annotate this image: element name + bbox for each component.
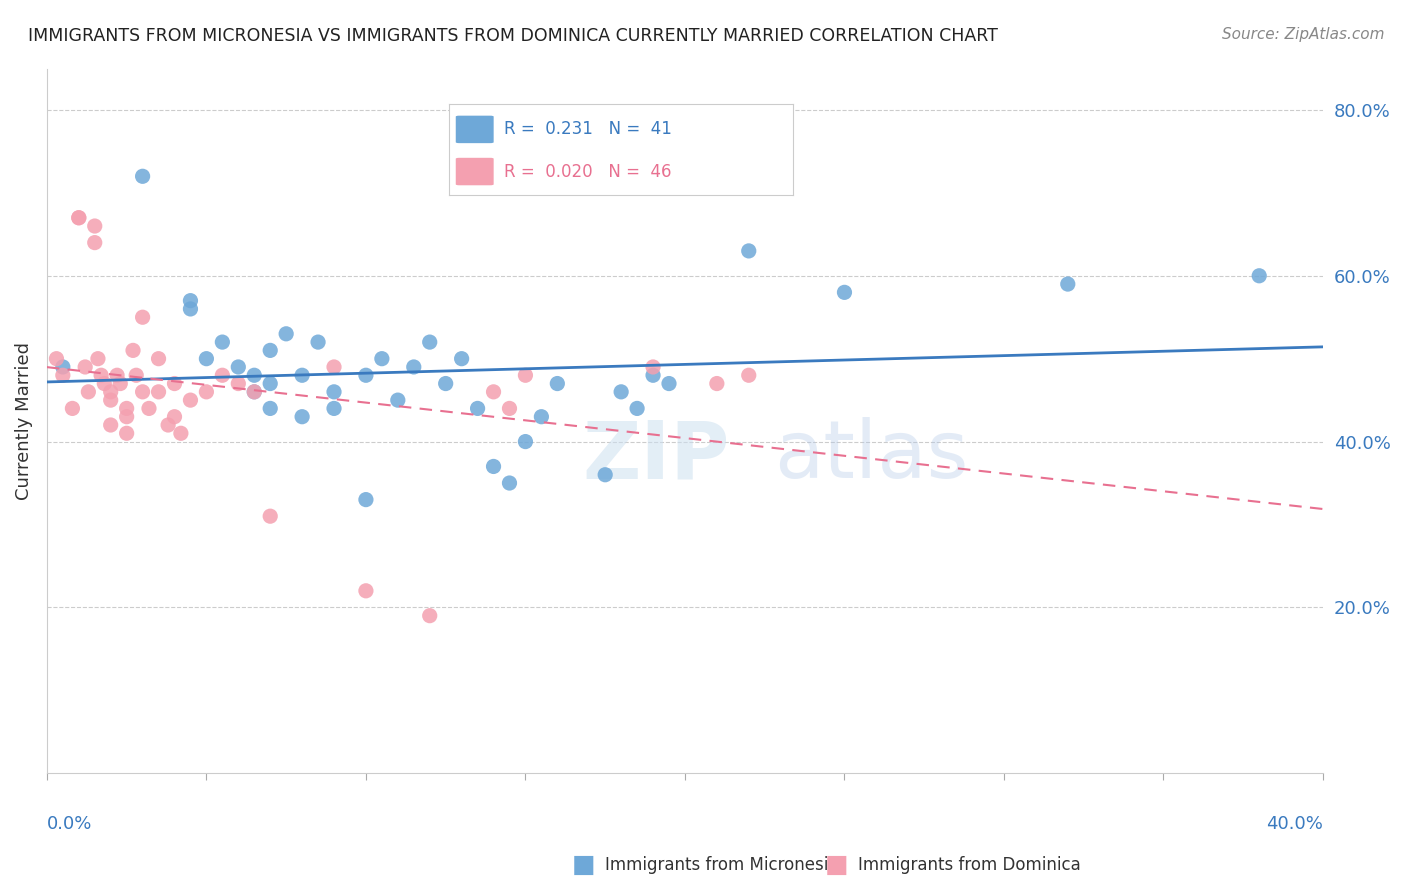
Point <box>115 426 138 441</box>
Point <box>1249 268 1271 283</box>
Point <box>195 351 218 366</box>
Text: 0.0%: 0.0% <box>46 815 93 833</box>
Point <box>450 351 472 366</box>
Text: ■: ■ <box>572 854 595 877</box>
Point <box>195 384 218 399</box>
Text: Immigrants from Dominica: Immigrants from Dominica <box>858 856 1080 874</box>
Point <box>467 401 489 416</box>
Point <box>259 343 281 358</box>
Point <box>706 376 728 391</box>
Text: Source: ZipAtlas.com: Source: ZipAtlas.com <box>1222 27 1385 42</box>
Point <box>52 359 75 374</box>
Point <box>157 417 180 432</box>
Point <box>658 376 681 391</box>
Point <box>323 359 346 374</box>
Y-axis label: Currently Married: Currently Married <box>15 342 32 500</box>
Point <box>115 401 138 416</box>
Point <box>226 376 249 391</box>
Point <box>259 509 281 524</box>
Point <box>593 467 616 482</box>
Point <box>83 235 105 250</box>
Point <box>498 401 520 416</box>
Point <box>211 368 233 383</box>
Point <box>530 409 553 424</box>
Point <box>179 393 201 408</box>
Point <box>276 326 298 341</box>
Point <box>87 351 110 366</box>
Point <box>323 384 346 399</box>
Point <box>307 335 329 350</box>
Text: ZIP: ZIP <box>583 417 730 495</box>
Point <box>243 384 266 399</box>
Point <box>482 459 505 474</box>
Point <box>138 401 160 416</box>
Point <box>131 384 153 399</box>
Point <box>259 401 281 416</box>
Point <box>148 351 170 366</box>
Point <box>259 376 281 391</box>
Point <box>52 368 75 383</box>
Point <box>419 335 441 350</box>
Point <box>122 343 145 358</box>
Point <box>163 409 186 424</box>
Text: 40.0%: 40.0% <box>1267 815 1323 833</box>
Point <box>243 384 266 399</box>
Text: ■: ■ <box>825 854 848 877</box>
Point <box>546 376 568 391</box>
Point <box>179 293 201 308</box>
Point <box>100 417 122 432</box>
Point <box>354 583 377 598</box>
Text: Immigrants from Micronesia: Immigrants from Micronesia <box>605 856 838 874</box>
Point <box>131 310 153 325</box>
Point <box>834 285 856 300</box>
Point <box>610 384 633 399</box>
Point <box>105 368 128 383</box>
Point <box>226 359 249 374</box>
Point <box>291 368 314 383</box>
Point <box>738 368 761 383</box>
Text: IMMIGRANTS FROM MICRONESIA VS IMMIGRANTS FROM DOMINICA CURRENTLY MARRIED CORRELA: IMMIGRANTS FROM MICRONESIA VS IMMIGRANTS… <box>28 27 998 45</box>
Point <box>83 219 105 233</box>
Point <box>371 351 394 366</box>
Point <box>179 301 201 316</box>
Point <box>67 211 90 225</box>
Point <box>641 359 664 374</box>
Point <box>354 368 377 383</box>
Point <box>110 376 132 391</box>
Point <box>387 393 409 408</box>
Point <box>93 376 115 391</box>
Point <box>100 384 122 399</box>
Point <box>402 359 425 374</box>
Point <box>291 409 314 424</box>
Point <box>498 476 520 491</box>
Point <box>434 376 457 391</box>
Point <box>419 608 441 623</box>
Point <box>515 368 537 383</box>
Point <box>148 384 170 399</box>
Point <box>626 401 648 416</box>
Point <box>45 351 67 366</box>
Point <box>243 368 266 383</box>
Point <box>90 368 112 383</box>
Point <box>354 492 377 507</box>
Point <box>77 384 100 399</box>
Point <box>641 368 664 383</box>
Point <box>115 409 138 424</box>
Point <box>211 335 233 350</box>
Point <box>163 376 186 391</box>
Text: atlas: atlas <box>775 417 969 495</box>
Point <box>75 359 97 374</box>
Point <box>170 426 193 441</box>
Point <box>1056 277 1078 291</box>
Point <box>131 169 153 184</box>
Point <box>323 401 346 416</box>
Point <box>738 244 761 258</box>
Point <box>515 434 537 449</box>
Point <box>62 401 84 416</box>
Point <box>125 368 148 383</box>
Point <box>100 393 122 408</box>
Point <box>482 384 505 399</box>
Point <box>67 211 90 225</box>
